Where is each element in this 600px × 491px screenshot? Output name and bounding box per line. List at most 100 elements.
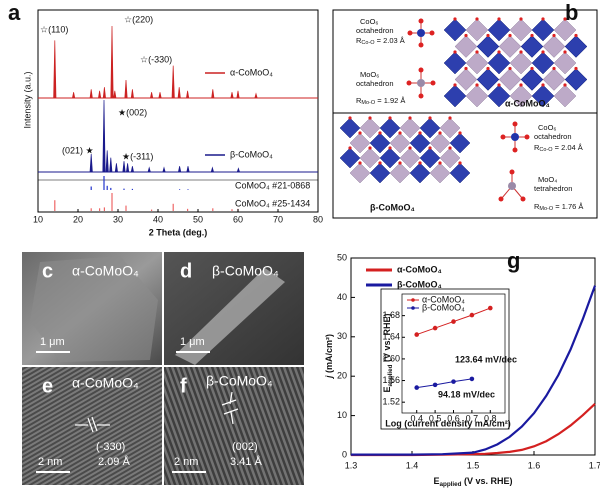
polyhedron-shape: octahedron — [356, 79, 394, 88]
value: = 2.03 Å — [375, 36, 405, 45]
legend-label: α-CoMoO₄ — [422, 294, 465, 304]
panel-frame — [332, 9, 598, 219]
plot-frame — [37, 9, 319, 213]
plane-label: (002) — [232, 441, 258, 453]
atom — [388, 146, 392, 150]
atom — [453, 50, 457, 54]
lattice — [339, 116, 471, 184]
y-axis-label: Intensity (a.u.) — [22, 71, 32, 128]
polyhedron-shape — [564, 68, 588, 91]
polyhedron-shape — [465, 18, 489, 42]
atom — [563, 17, 567, 21]
atom — [388, 116, 392, 120]
x-tick-label: 0.5 — [429, 413, 442, 423]
atom — [541, 17, 545, 21]
peak — [130, 89, 134, 99]
reference-label: CoMoO₄ #21-0868 — [235, 180, 310, 190]
y-tick-label: 1.64 — [382, 332, 400, 342]
y-tick-label: 1.60 — [382, 353, 400, 363]
legend-label: β-CoMoO₄ — [422, 302, 465, 312]
peak — [147, 166, 151, 173]
atom — [519, 50, 523, 54]
polyhedron-shape: octahedron — [356, 26, 394, 35]
y-axis-label: j (mA/cm²) — [324, 334, 334, 379]
atom — [398, 161, 402, 165]
atom — [378, 131, 382, 135]
y-tick-label: 20 — [337, 371, 347, 381]
polyhedron-shape — [379, 117, 401, 139]
x-tick-label: 30 — [113, 214, 123, 224]
polyhedron: MoO₄ — [538, 175, 557, 184]
polyhedron-shape — [542, 68, 566, 91]
atom — [530, 33, 534, 38]
peak — [126, 163, 130, 173]
peak — [186, 90, 190, 99]
y-tick-label: 10 — [337, 410, 347, 420]
tem-image — [164, 367, 304, 485]
atom — [408, 146, 412, 150]
atom — [358, 161, 362, 165]
value: = 1.92 Å — [375, 96, 405, 105]
atom — [552, 33, 556, 38]
peak — [210, 166, 214, 173]
polyhedron-shape — [553, 51, 577, 75]
atom — [438, 161, 442, 165]
peak — [124, 79, 128, 99]
legend-label: α-CoMoO₄ — [397, 264, 442, 274]
phase-label: β-CoMoO₄ — [370, 202, 415, 212]
polyhedron-shape — [498, 68, 522, 91]
peak — [150, 92, 154, 99]
atom — [508, 66, 512, 71]
scale-label: 1 μm — [180, 336, 205, 348]
value: = 1.76 Å — [553, 202, 583, 211]
polyhedron-shape: octahedron — [534, 132, 572, 141]
peak — [186, 166, 190, 173]
peak — [171, 65, 175, 99]
polyhedron-shape — [379, 147, 401, 169]
polyhedron-shape — [553, 18, 577, 42]
atom — [475, 50, 479, 54]
atom — [475, 83, 479, 87]
atom — [541, 83, 545, 87]
atom — [458, 131, 462, 135]
peak — [236, 90, 240, 99]
polyhedron-shape — [465, 84, 489, 108]
x-tick-label: 70 — [273, 214, 283, 224]
peak — [254, 92, 258, 99]
peak — [178, 166, 182, 173]
atom — [497, 17, 501, 21]
symbol: R — [534, 143, 540, 152]
peak — [109, 157, 113, 173]
x-tick-label: 1.4 — [406, 460, 419, 470]
polyhedron-shape — [429, 162, 451, 184]
symbol: R — [534, 202, 540, 211]
atom — [398, 131, 402, 135]
peak — [89, 89, 93, 99]
polyhedron-shape — [349, 132, 371, 154]
peak-annotation: (021) ★ — [62, 145, 94, 155]
subscript: Co-O — [539, 147, 553, 153]
legend-label: β-CoMoO₄ — [397, 279, 442, 289]
x-tick-label: 20 — [73, 214, 83, 224]
peak — [110, 25, 114, 99]
subscript: Mo-O — [361, 100, 375, 106]
polyhedron-shape — [487, 18, 511, 42]
atom — [368, 146, 372, 150]
polyhedron-shape — [369, 162, 391, 184]
atom — [519, 83, 523, 87]
atom — [574, 33, 578, 38]
data-point — [469, 376, 475, 382]
polyhedron-shape — [443, 51, 467, 75]
polyhedron-shape — [531, 18, 555, 42]
peak — [53, 40, 57, 99]
polyhedron-shape — [531, 51, 555, 75]
xrd-panel — [37, 9, 319, 213]
atom — [541, 50, 545, 54]
slope-annotation: 123.64 mV/dec — [455, 354, 517, 364]
atom — [378, 161, 382, 165]
symbol: R — [356, 96, 362, 105]
bond-length: RCo-O = 2.03 Å — [356, 36, 405, 46]
polyhedron: CoO₆ — [538, 123, 556, 132]
polyhedron-shape — [509, 18, 533, 42]
